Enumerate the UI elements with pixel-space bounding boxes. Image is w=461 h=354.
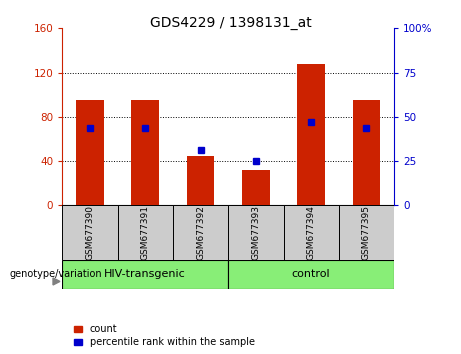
Text: control: control [292,269,331,279]
Text: GSM677392: GSM677392 [196,205,205,260]
Text: genotype/variation: genotype/variation [9,269,102,279]
Bar [187,155,214,205]
FancyBboxPatch shape [62,260,228,289]
Bar [131,100,159,205]
FancyBboxPatch shape [228,205,284,260]
FancyBboxPatch shape [284,205,339,260]
Text: GSM677391: GSM677391 [141,205,150,260]
Text: GSM677394: GSM677394 [307,205,316,260]
Bar [353,100,380,205]
Legend: count, percentile rank within the sample: count, percentile rank within the sample [74,325,254,347]
FancyBboxPatch shape [118,205,173,260]
Text: GDS4229 / 1398131_at: GDS4229 / 1398131_at [150,16,311,30]
Bar [76,100,104,205]
Polygon shape [53,278,60,285]
FancyBboxPatch shape [339,205,394,260]
FancyBboxPatch shape [173,205,228,260]
FancyBboxPatch shape [62,205,118,260]
Text: HIV-transgenic: HIV-transgenic [104,269,186,279]
Bar [297,64,325,205]
Text: GSM677390: GSM677390 [85,205,95,260]
Text: GSM677395: GSM677395 [362,205,371,260]
Bar [242,170,270,205]
Text: GSM677393: GSM677393 [251,205,260,260]
FancyBboxPatch shape [228,260,394,289]
